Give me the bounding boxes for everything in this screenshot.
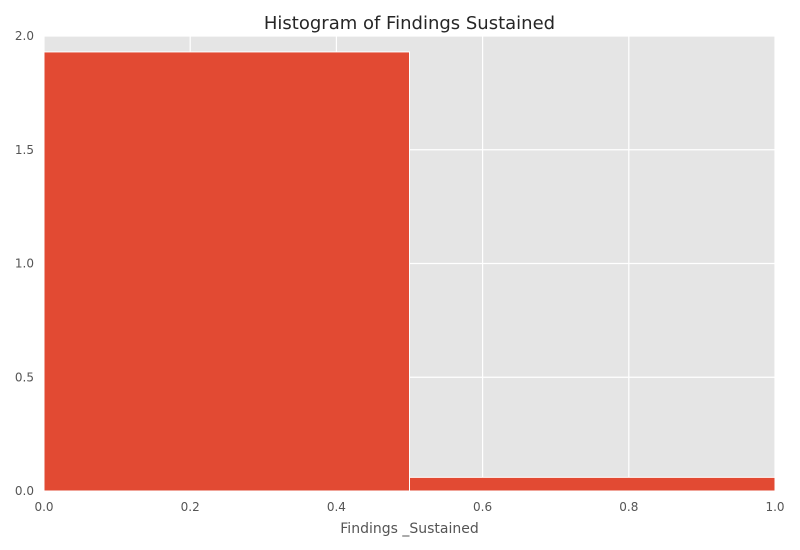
x-tick-label: 0.4 — [327, 500, 346, 514]
chart-title: Histogram of Findings Sustained — [264, 13, 555, 34]
x-tick-label: 0.8 — [619, 500, 638, 514]
x-tick-label: 0.6 — [473, 500, 492, 514]
histogram-bar — [43, 51, 410, 492]
x-tick-label: 0.2 — [181, 500, 200, 514]
y-tick-label: 1.5 — [15, 143, 34, 157]
histogram-bar — [409, 476, 776, 492]
x-tick-label: 0.0 — [34, 500, 53, 514]
x-tick-labels: 0.0 0.2 0.4 0.6 0.8 1.0 — [34, 500, 784, 514]
histogram-bars — [43, 51, 776, 492]
y-tick-label: 0.5 — [15, 370, 34, 384]
y-tick-label: 2.0 — [15, 29, 34, 43]
x-tick-label: 1.0 — [765, 500, 784, 514]
y-tick-label: 1.0 — [15, 257, 34, 271]
y-tick-label: 0.0 — [15, 484, 34, 498]
y-tick-labels: 0.0 0.5 1.0 1.5 2.0 — [15, 29, 34, 498]
x-axis-label: Findings _Sustained — [340, 521, 478, 537]
